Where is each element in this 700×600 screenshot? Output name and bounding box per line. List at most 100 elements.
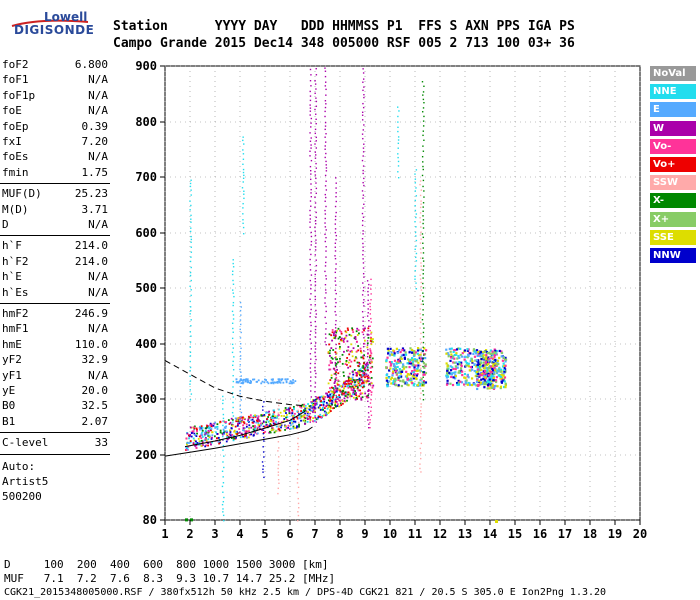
echo-dot — [415, 235, 417, 237]
echo-dot — [242, 139, 244, 142]
echo-dot — [338, 360, 341, 363]
echo-dot — [361, 382, 364, 384]
echo-dot — [194, 434, 196, 436]
echo-dot — [236, 433, 238, 436]
echo-dot — [263, 425, 266, 428]
echo-dot — [190, 435, 193, 438]
echo-dot — [303, 403, 306, 406]
echo-dot — [493, 386, 496, 389]
echo-dot — [459, 347, 462, 350]
echo-dot — [310, 385, 312, 387]
echo-dot — [222, 501, 225, 503]
echo-dot — [419, 274, 421, 276]
echo-dot — [190, 335, 192, 337]
echo-dot — [451, 366, 454, 369]
echo-dot — [334, 271, 336, 274]
echo-dot — [416, 352, 419, 355]
echo-dot — [321, 406, 324, 409]
echo-dot — [225, 433, 228, 435]
echo-dot — [454, 368, 457, 371]
echo-dot — [239, 421, 242, 423]
echo-dot — [422, 331, 425, 334]
echo-dot — [309, 263, 311, 266]
echo-dot — [314, 295, 316, 298]
echo-dot — [314, 355, 317, 358]
echo-dot — [232, 331, 234, 333]
param-name: foEs — [2, 150, 29, 164]
echo-dot — [339, 400, 342, 402]
param-value: 32.9 — [81, 353, 109, 367]
echo-dot — [294, 380, 297, 383]
echo-dot — [335, 390, 338, 392]
echo-dot — [325, 152, 327, 155]
echo-dot — [414, 248, 416, 250]
echo-dot — [365, 362, 368, 365]
echo-dot — [238, 428, 241, 430]
echo-dot — [260, 382, 263, 385]
echo-dot — [369, 349, 372, 352]
echo-dot — [185, 437, 188, 440]
echo-dot — [419, 278, 422, 280]
echo-dot — [370, 284, 372, 286]
echo-dot — [252, 425, 255, 428]
echo-dot — [389, 367, 392, 370]
echo-dot — [487, 356, 490, 359]
echo-dot — [422, 365, 424, 368]
echo-dot — [502, 356, 505, 359]
echo-dot — [419, 378, 422, 382]
echo-dot — [361, 396, 364, 399]
echo-dot — [214, 426, 217, 429]
echo-dot — [297, 486, 300, 489]
echo-dot — [420, 377, 422, 379]
x-tick-label: 19 — [608, 527, 622, 541]
echo-dot — [268, 414, 270, 416]
echo-dot — [498, 374, 501, 378]
echo-dot — [362, 147, 365, 149]
echo-dot — [406, 362, 409, 365]
echo-dot — [422, 277, 424, 279]
echo-dot — [230, 417, 233, 420]
echo-dot — [310, 231, 312, 234]
param-separator — [0, 303, 110, 304]
echo-dot — [245, 431, 247, 434]
echo-dot — [231, 273, 234, 276]
echo-dot — [196, 432, 198, 435]
echo-dot — [222, 424, 224, 427]
echo-dot — [422, 273, 424, 275]
echo-dot — [266, 425, 269, 428]
echo-dot — [419, 242, 422, 244]
echo-dot — [362, 333, 365, 336]
echo-dot — [316, 417, 319, 420]
echo-dot — [450, 373, 453, 376]
echo-dot — [201, 426, 204, 429]
echo-dot — [237, 418, 240, 421]
echo-dot — [361, 190, 364, 192]
echo-dot — [319, 409, 322, 411]
echo-dot — [489, 367, 492, 370]
echo-dot — [334, 242, 337, 244]
echo-dot — [500, 381, 504, 384]
echo-dot — [352, 389, 355, 392]
echo-dot — [310, 253, 312, 256]
echo-dot — [292, 425, 295, 428]
echo-dot — [343, 381, 346, 384]
echo-dot — [478, 354, 481, 357]
echo-dot — [243, 143, 245, 145]
echo-dot — [358, 362, 361, 365]
echo-dot — [411, 382, 414, 385]
echo-dot — [420, 413, 422, 415]
echo-dot — [397, 121, 399, 123]
echo-dot — [362, 197, 364, 199]
echo-dot — [422, 336, 425, 338]
echo-dot — [277, 441, 280, 443]
echo-dot — [476, 368, 480, 371]
echo-dot — [353, 379, 356, 382]
echo-dot — [482, 374, 486, 378]
echo-dot — [362, 328, 364, 330]
echo-dot — [358, 371, 361, 374]
echo-dot — [196, 430, 198, 433]
echo-dot — [342, 341, 345, 343]
echo-dot — [343, 350, 345, 353]
echo-dot — [262, 451, 265, 453]
echo-dot — [491, 367, 494, 371]
